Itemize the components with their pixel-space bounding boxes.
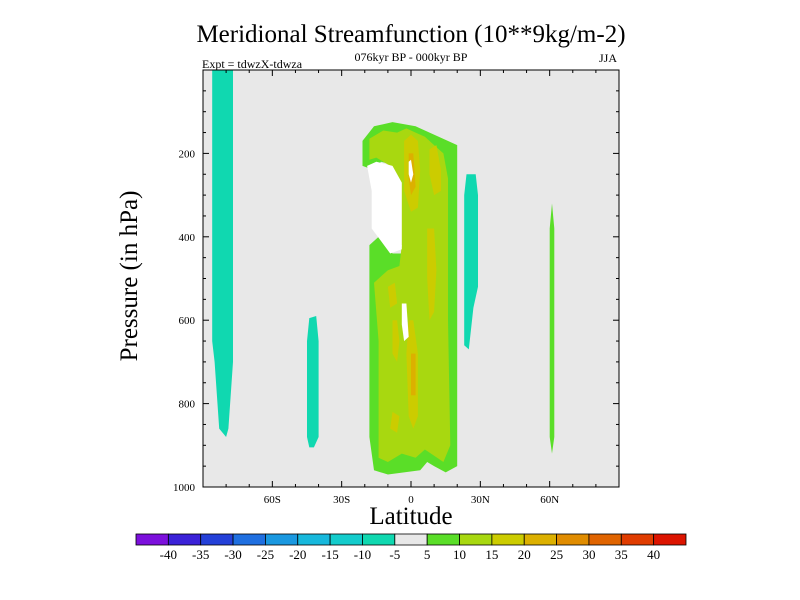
colorbar-swatch xyxy=(620,533,655,546)
colorbar-label: 20 xyxy=(518,547,531,562)
contour-region-0 xyxy=(212,70,233,437)
colorbar-label: -30 xyxy=(224,547,241,562)
colorbar-swatch xyxy=(297,533,331,546)
contour-regions xyxy=(212,70,555,475)
colorbar-label: -40 xyxy=(160,547,177,562)
colorbar-label: -10 xyxy=(354,547,371,562)
colorbar-label: -15 xyxy=(321,547,338,562)
colorbar-swatch xyxy=(135,533,169,546)
x-tick-label: 60S xyxy=(264,494,281,506)
contour-region-12 xyxy=(390,411,400,433)
y-tick-label: 600 xyxy=(179,315,196,327)
x-tick-label: 30S xyxy=(333,494,350,506)
contour-region-11 xyxy=(387,282,398,308)
experiment-label: Expt = tdwzX-tdwza xyxy=(202,57,303,71)
colorbar-label: -25 xyxy=(257,547,274,562)
contour-region-10 xyxy=(392,320,400,362)
colorbar-swatch xyxy=(362,533,396,546)
x-axis-label: Latitude xyxy=(369,503,452,530)
contour-region-8 xyxy=(427,228,437,321)
y-axis-label: Pressure (in hPa) xyxy=(116,191,143,362)
contour-region-17 xyxy=(401,303,409,342)
contour-region-16 xyxy=(367,161,402,254)
colorbar-label: -5 xyxy=(389,547,400,562)
x-tick-label: 30N xyxy=(471,494,490,506)
x-tick-label: 0 xyxy=(408,494,414,506)
colorbar-swatch xyxy=(232,533,266,546)
colorbar-swatch xyxy=(523,533,557,546)
y-tick-label: 200 xyxy=(179,148,196,160)
y-tick-label: 800 xyxy=(179,399,196,411)
axis-ticks: 60S 30S 0 30N 60N 200 400 600 800 1000 xyxy=(173,69,620,506)
contour-region-1 xyxy=(307,316,319,448)
season-label: JJA xyxy=(599,51,617,65)
contour-region-7 xyxy=(429,145,441,196)
y-tick-label: 1000 xyxy=(173,482,196,494)
colorbar-label: -20 xyxy=(289,547,306,562)
colorbar-swatch xyxy=(653,533,687,546)
colorbar-label: 30 xyxy=(582,547,595,562)
contour-region-18 xyxy=(408,159,414,183)
colorbar-swatch xyxy=(491,533,525,546)
colorbar-label: 5 xyxy=(424,547,431,562)
colorbar-label: 25 xyxy=(550,547,563,562)
contour-region-15 xyxy=(411,353,416,396)
colorbar: -40 -35 -30 -25 -20 -15 -10 -5 5 10 15 20 25 30 35 40 xyxy=(135,533,687,562)
colorbar-label: 15 xyxy=(485,547,498,562)
colorbar-swatch xyxy=(459,533,493,546)
colorbar-swatch xyxy=(329,533,363,546)
colorbar-swatch xyxy=(588,533,622,546)
colorbar-swatch xyxy=(426,533,460,546)
colorbar-label: -35 xyxy=(192,547,209,562)
colorbar-label: 10 xyxy=(453,547,466,562)
colorbar-label: 40 xyxy=(647,547,660,562)
x-tick-label: 60N xyxy=(540,494,559,506)
colorbar-swatch xyxy=(167,533,202,546)
colorbar-swatch xyxy=(556,533,590,546)
chart-subtitle: 076kyr BP - 000kyr BP xyxy=(355,50,468,64)
colorbar-swatch xyxy=(200,533,234,546)
colorbar-swatch xyxy=(265,533,299,546)
colorbar-label: 35 xyxy=(615,547,628,562)
contour-region-2 xyxy=(464,174,478,350)
colorbar-swatch xyxy=(394,533,428,546)
y-tick-label: 400 xyxy=(179,232,196,244)
chart-title: Meridional Streamfunction (10**9kg/m-2) xyxy=(196,21,625,48)
contour-region-4 xyxy=(549,203,555,454)
